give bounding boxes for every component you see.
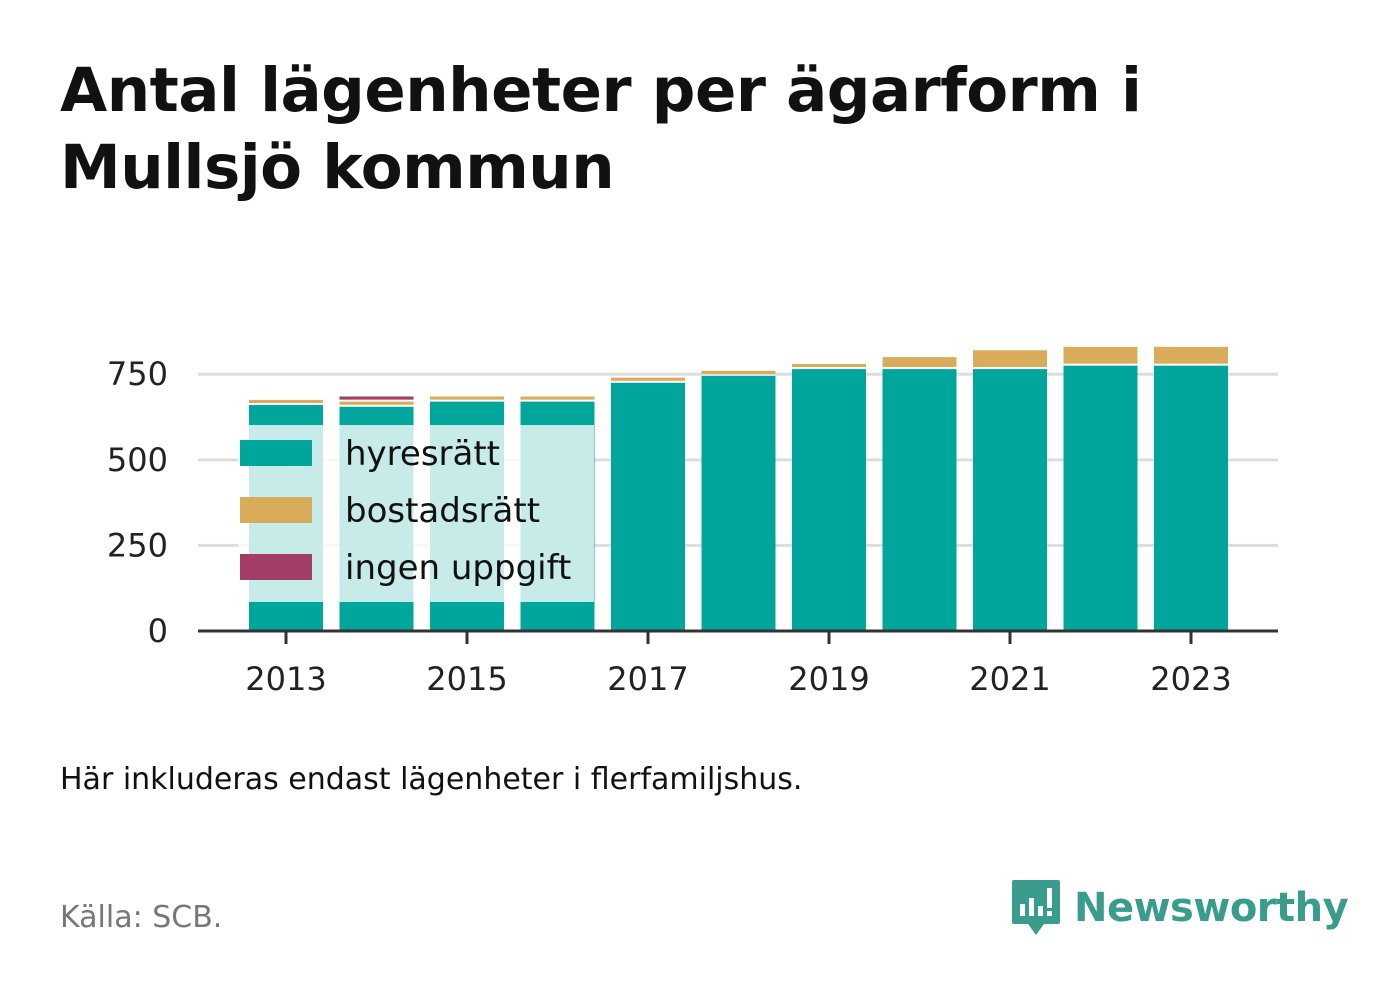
x-tick-label: 2023 (1150, 660, 1231, 698)
legend: hyresrätt bostadsrätt ingen uppgift (238, 425, 594, 602)
x-tick-label: 2019 (788, 660, 869, 698)
bar-segment-bostadsrätt (882, 357, 957, 368)
bar-segment-ingen-uppgift (339, 396, 414, 400)
legend-label: hyresrätt (345, 434, 500, 474)
bar-segment-hyresrätt (701, 375, 776, 631)
bar-segment-hyresrätt (882, 369, 957, 631)
legend-swatch (240, 554, 312, 580)
y-tick-label: 750 (107, 355, 168, 393)
bar-segment-bostadsrätt (1154, 346, 1228, 364)
bar-segment-bostadsrätt (1063, 346, 1138, 364)
bar-segment-hyresrätt (792, 369, 866, 631)
bar-segment-bostadsrätt (520, 396, 595, 400)
bar-segment-bostadsrätt (611, 377, 685, 381)
x-tick-label: 2015 (426, 660, 507, 698)
bar-segment-hyresrätt (973, 369, 1047, 631)
x-tick-label: 2021 (969, 660, 1050, 698)
bar-segment-hyresrätt (1154, 365, 1228, 631)
newsworthy-logo: Newsworthy (1010, 878, 1349, 938)
bar-segment-bostadsrätt (339, 401, 414, 405)
x-tick-label: 2017 (607, 660, 688, 698)
bar-chart: hyresrätt bostadsrätt ingen uppgift 0 250 50… (107, 346, 1278, 698)
axes: 0 250 500 750 2013 2015 2017 2019 2021 2023 (107, 355, 1278, 698)
y-tick-label: 250 (107, 526, 168, 564)
newsworthy-logo-icon (1012, 880, 1060, 935)
legend-swatch (240, 440, 312, 466)
x-tick-label: 2013 (245, 660, 326, 698)
brand-name: Newsworthy (1074, 885, 1349, 931)
bar-segment-bostadsrätt (249, 399, 323, 404)
y-tick-label: 500 (107, 441, 168, 479)
bar-segment-bostadsrätt (430, 396, 504, 400)
legend-swatch (240, 497, 312, 523)
bar-segment-hyresrätt (611, 382, 685, 631)
legend-label: ingen uppgift (345, 548, 571, 588)
bar-segment-bostadsrätt (701, 370, 776, 374)
source-label: Källa: SCB. (60, 900, 223, 935)
bar-segment-hyresrätt (1063, 365, 1138, 631)
y-tick-label: 0 (148, 612, 168, 650)
legend-label: bostadsrätt (345, 491, 540, 531)
bar-segment-bostadsrätt (792, 363, 866, 368)
chart-title: Antal lägenheter per ägarform i Mullsjö … (60, 55, 1142, 203)
chart-note: Här inkluderas endast lägenheter i flerf… (60, 762, 803, 797)
bar-segment-bostadsrätt (973, 350, 1047, 368)
